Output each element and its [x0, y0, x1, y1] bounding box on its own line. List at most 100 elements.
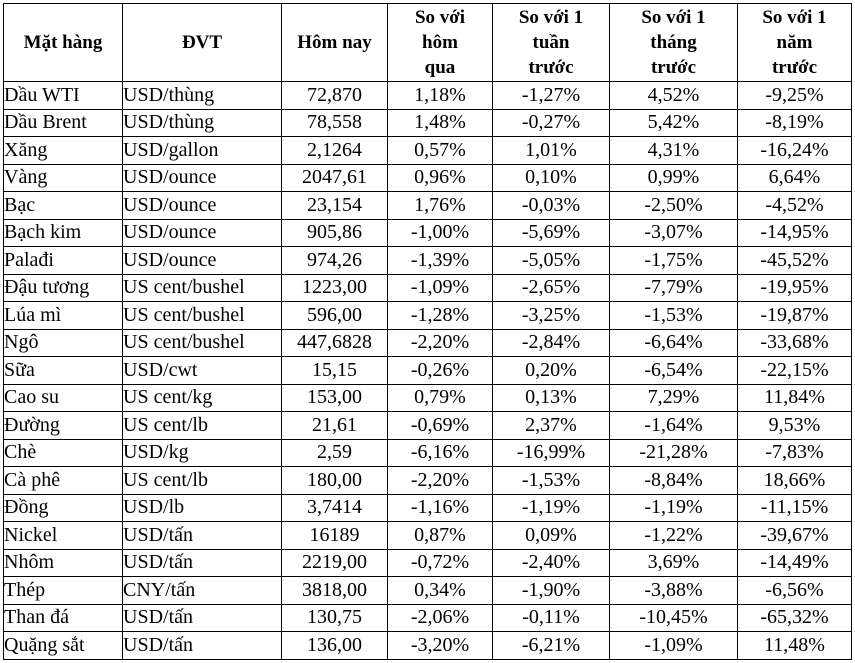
cell-vs-yesterday: -1,16% — [387, 493, 493, 522]
cell-unit: USD/tấn — [122, 631, 282, 660]
cell-vs-year: -11,15% — [737, 493, 852, 522]
cell-vs-week: -2,40% — [492, 548, 610, 577]
cell-vs-year: -22,15% — [737, 356, 852, 385]
cell-vs-month: 0,99% — [609, 163, 738, 192]
cell-vs-yesterday: 1,18% — [387, 81, 493, 110]
cell-commodity-name: Nickel — [3, 521, 123, 550]
cell-vs-month: 7,29% — [609, 383, 738, 412]
cell-vs-month: -21,28% — [609, 438, 738, 467]
cell-vs-month: -7,79% — [609, 273, 738, 302]
cell-today-price: 2047,61 — [281, 163, 388, 192]
cell-vs-week: -1,27% — [492, 81, 610, 110]
cell-unit: USD/lb — [122, 493, 282, 522]
cell-unit: USD/tấn — [122, 521, 282, 550]
cell-vs-year: -19,95% — [737, 273, 852, 302]
cell-commodity-name: Cao su — [3, 383, 123, 412]
cell-vs-yesterday: 0,87% — [387, 521, 493, 550]
cell-vs-year: 11,48% — [737, 631, 852, 660]
header-row: Mặt hàng ĐVT Hôm nay So với hôm qua So v… — [3, 3, 852, 82]
cell-vs-month: -3,88% — [609, 576, 738, 605]
cell-vs-year: -9,25% — [737, 81, 852, 110]
cell-vs-week: -5,69% — [492, 218, 610, 247]
cell-commodity-name: Đường — [3, 411, 123, 440]
cell-unit: USD/ounce — [122, 163, 282, 192]
cell-vs-yesterday: -0,69% — [387, 411, 493, 440]
cell-today-price: 136,00 — [281, 631, 388, 660]
cell-commodity-name: Sữa — [3, 356, 123, 385]
cell-vs-month: -10,45% — [609, 603, 738, 632]
cell-vs-week: -1,19% — [492, 493, 610, 522]
cell-vs-month: -2,50% — [609, 191, 738, 220]
cell-vs-yesterday: 0,96% — [387, 163, 493, 192]
cell-vs-year: -8,19% — [737, 108, 852, 137]
cell-unit: USD/tấn — [122, 603, 282, 632]
cell-today-price: 130,75 — [281, 603, 388, 632]
column-header-vs-year: So với 1 năm trước — [737, 3, 852, 82]
column-header-today: Hôm nay — [281, 3, 388, 82]
table-row: Đậu tương US cent/bushel 1223,00 -1,09% -2,6… — [3, 273, 852, 302]
table-row: Đồng USD/lb 3,7414 -1,16% -1,19% -1,19% -11,15… — [3, 493, 852, 522]
cell-commodity-name: Ngô — [3, 328, 123, 357]
cell-unit: USD/cwt — [122, 356, 282, 385]
cell-vs-week: 0,10% — [492, 163, 610, 192]
cell-today-price: 3,7414 — [281, 493, 388, 522]
cell-vs-week: 0,20% — [492, 356, 610, 385]
table-row: Quặng sắt USD/tấn 136,00 -3,20% -6,21% -1,09%… — [3, 631, 852, 660]
cell-vs-week: -0,03% — [492, 191, 610, 220]
cell-today-price: 3818,00 — [281, 576, 388, 605]
cell-vs-yesterday: -3,20% — [387, 631, 493, 660]
cell-vs-yesterday: -0,26% — [387, 356, 493, 385]
cell-vs-year: 11,84% — [737, 383, 852, 412]
column-header-vs-month: So với 1 tháng trước — [609, 3, 738, 82]
table-row: Thép CNY/tấn 3818,00 0,34% -1,90% -3,88% -6,56… — [3, 576, 852, 605]
cell-commodity-name: Bạch kim — [3, 218, 123, 247]
cell-commodity-name: Cà phê — [3, 466, 123, 495]
cell-vs-yesterday: -2,20% — [387, 328, 493, 357]
table-row: Dầu Brent USD/thùng 78,558 1,48% -0,27% 5,42%… — [3, 108, 852, 137]
cell-vs-year: -19,87% — [737, 301, 852, 330]
table-row: Đường US cent/lb 21,61 -0,69% 2,37% -1,64% 9,5… — [3, 411, 852, 440]
cell-commodity-name: Lúa mì — [3, 301, 123, 330]
cell-vs-year: -14,95% — [737, 218, 852, 247]
cell-vs-month: 5,42% — [609, 108, 738, 137]
cell-unit: USD/kg — [122, 438, 282, 467]
cell-unit: US cent/lb — [122, 466, 282, 495]
cell-vs-week: -0,27% — [492, 108, 610, 137]
cell-vs-year: 6,64% — [737, 163, 852, 192]
cell-vs-month: -1,64% — [609, 411, 738, 440]
cell-today-price: 16189 — [281, 521, 388, 550]
cell-vs-year: -33,68% — [737, 328, 852, 357]
cell-vs-month: 4,52% — [609, 81, 738, 110]
cell-vs-yesterday: 0,79% — [387, 383, 493, 412]
cell-vs-week: -2,84% — [492, 328, 610, 357]
cell-vs-month: -1,53% — [609, 301, 738, 330]
cell-commodity-name: Xăng — [3, 136, 123, 165]
cell-vs-week: -16,99% — [492, 438, 610, 467]
cell-vs-week: -1,53% — [492, 466, 610, 495]
table-row: Lúa mì US cent/bushel 596,00 -1,28% -3,25% -1… — [3, 301, 852, 330]
cell-vs-month: -1,22% — [609, 521, 738, 550]
cell-today-price: 2,1264 — [281, 136, 388, 165]
cell-today-price: 78,558 — [281, 108, 388, 137]
cell-vs-month: -1,75% — [609, 246, 738, 275]
column-header-vs-yesterday: So với hôm qua — [387, 3, 493, 82]
column-header-unit: ĐVT — [122, 3, 282, 82]
cell-unit: USD/thùng — [122, 81, 282, 110]
cell-vs-month: -1,19% — [609, 493, 738, 522]
table-row: Nickel USD/tấn 16189 0,87% 0,09% -1,22% -39,67… — [3, 521, 852, 550]
cell-today-price: 72,870 — [281, 81, 388, 110]
cell-today-price: 153,00 — [281, 383, 388, 412]
cell-commodity-name: Chè — [3, 438, 123, 467]
cell-vs-year: -6,56% — [737, 576, 852, 605]
cell-commodity-name: Nhôm — [3, 548, 123, 577]
cell-vs-yesterday: -1,09% — [387, 273, 493, 302]
cell-vs-week: 0,09% — [492, 521, 610, 550]
cell-today-price: 447,6828 — [281, 328, 388, 357]
cell-commodity-name: Đậu tương — [3, 273, 123, 302]
cell-vs-month: 4,31% — [609, 136, 738, 165]
cell-vs-year: -39,67% — [737, 521, 852, 550]
table-row: Palađi USD/ounce 974,26 -1,39% -5,05% -1,75% -… — [3, 246, 852, 275]
cell-vs-year: -16,24% — [737, 136, 852, 165]
cell-commodity-name: Dầu WTI — [3, 81, 123, 110]
cell-unit: US cent/kg — [122, 383, 282, 412]
